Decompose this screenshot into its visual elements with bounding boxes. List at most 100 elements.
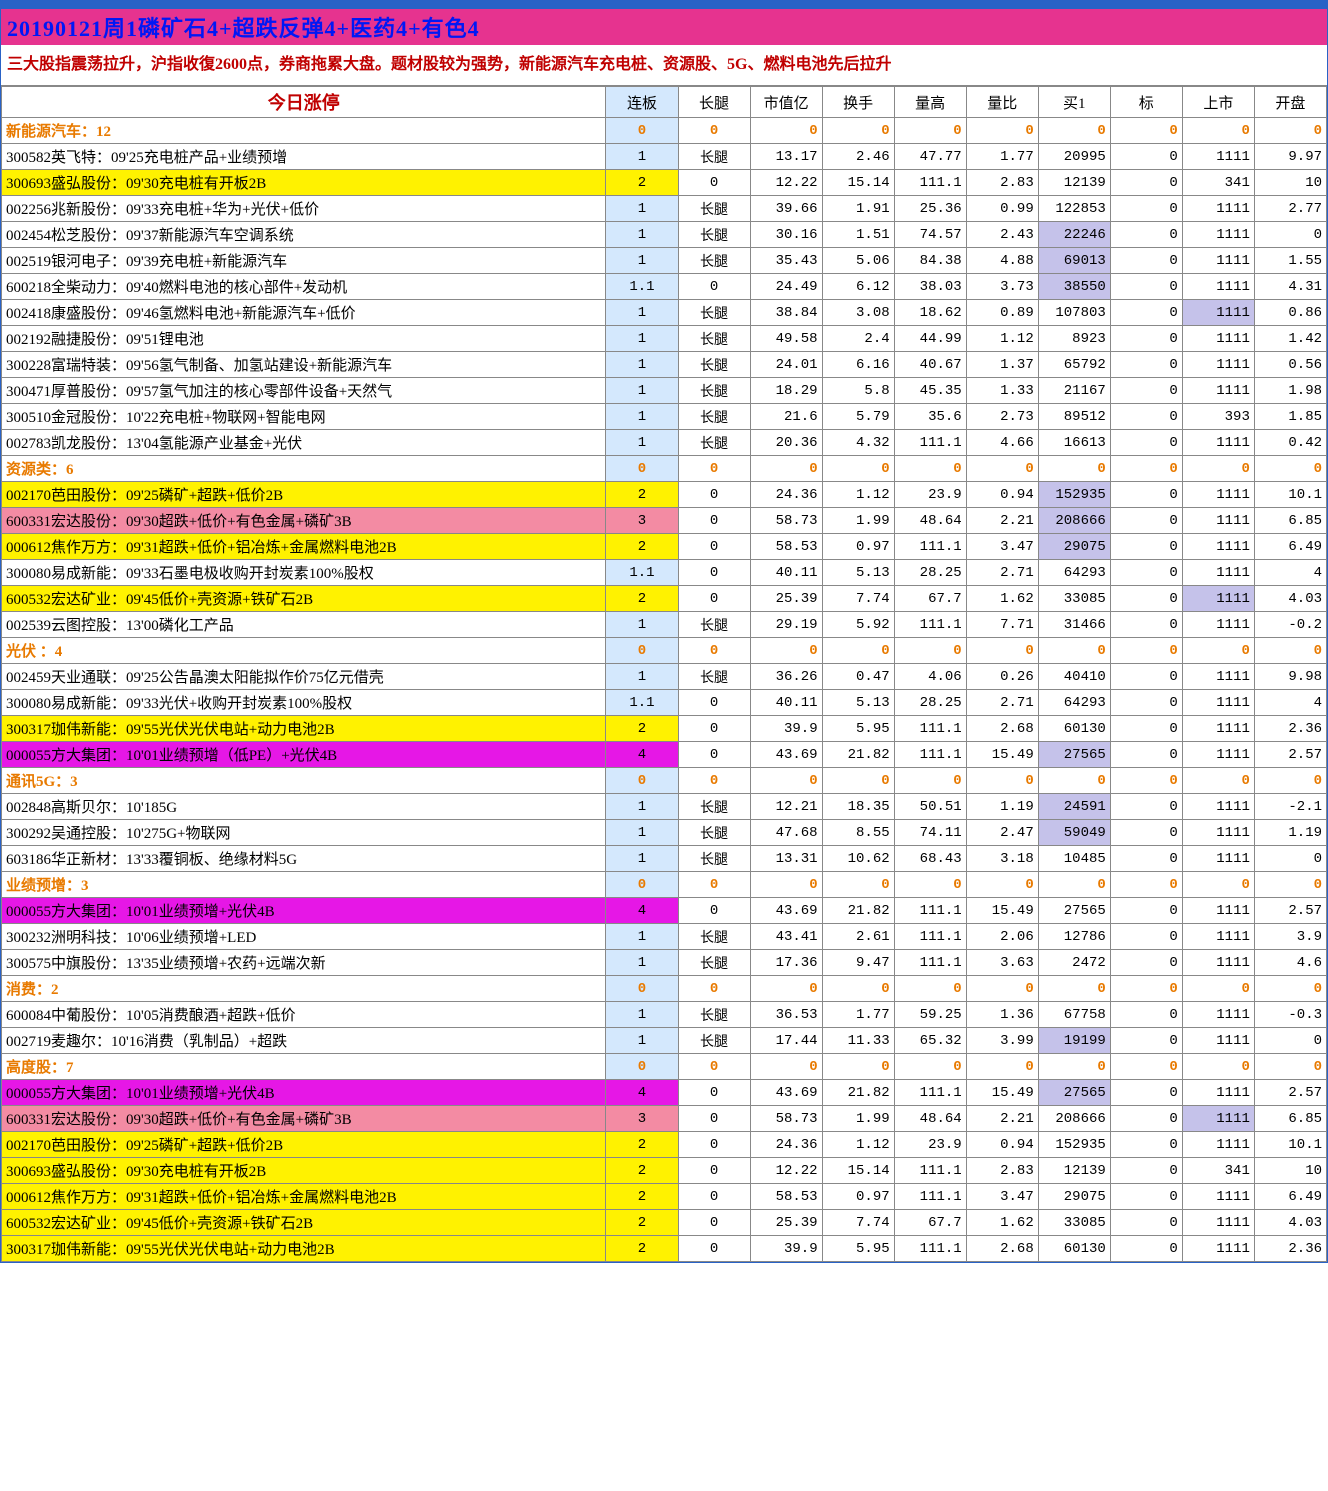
cell-changtui: 长腿 bbox=[678, 1028, 750, 1054]
cell-desc: 002256兆新股份：09'33充电桩+华为+光伏+低价 bbox=[2, 196, 606, 222]
cell-num: 3.9 bbox=[1254, 924, 1326, 950]
cell-num: 36.26 bbox=[750, 664, 822, 690]
cell-num: 2.21 bbox=[966, 508, 1038, 534]
cell-desc: 002454松芝股份：09'37新能源汽车空调系统 bbox=[2, 222, 606, 248]
cell-num: 47.77 bbox=[894, 144, 966, 170]
cell-num: 43.41 bbox=[750, 924, 822, 950]
cell-num: 3.99 bbox=[966, 1028, 1038, 1054]
cell-num: 8923 bbox=[1038, 326, 1110, 352]
cell-num: 0 bbox=[894, 976, 966, 1002]
cell-num: 1.77 bbox=[822, 1002, 894, 1028]
cell-num: 44.99 bbox=[894, 326, 966, 352]
cell-lianban: 0 bbox=[606, 1054, 678, 1080]
cell-desc: 300693盛弘股份：09'30充电桩有开板2B bbox=[2, 1158, 606, 1184]
cell-num: 12.22 bbox=[750, 170, 822, 196]
cell-changtui: 0 bbox=[678, 1210, 750, 1236]
table-row: 002848高斯贝尔：10'185G1长腿12.2118.3550.511.19… bbox=[2, 794, 1327, 820]
cell-num: 2.83 bbox=[966, 170, 1038, 196]
cell-num: 1.55 bbox=[1254, 248, 1326, 274]
cell-num: 0 bbox=[894, 872, 966, 898]
cell-num: 21167 bbox=[1038, 378, 1110, 404]
table-row: 高度股：70000000000 bbox=[2, 1054, 1327, 1080]
cell-num: 0 bbox=[1110, 170, 1182, 196]
cell-desc: 300693盛弘股份：09'30充电桩有开板2B bbox=[2, 170, 606, 196]
cell-changtui: 0 bbox=[678, 508, 750, 534]
table-row: 300228富瑞特装：09'56氢气制备、加氢站建设+新能源汽车1长腿24.01… bbox=[2, 352, 1327, 378]
cell-lianban: 2 bbox=[606, 1158, 678, 1184]
cell-num: 0 bbox=[822, 976, 894, 1002]
table-row: 002459天业通联：09'25公告晶澳太阳能拟作价75亿元借壳1长腿36.26… bbox=[2, 664, 1327, 690]
cell-desc: 通讯5G：3 bbox=[2, 768, 606, 794]
header-row: 今日涨停 连板 长腿 市值亿 换手 量高 量比 买1 标 上市 开盘 bbox=[2, 87, 1327, 118]
cell-num: 0 bbox=[1110, 274, 1182, 300]
cell-changtui: 长腿 bbox=[678, 196, 750, 222]
cell-lianban: 1 bbox=[606, 326, 678, 352]
table-row: 600331宏达股份：09'30超跌+低价+有色金属+磷矿3B3058.731.… bbox=[2, 508, 1327, 534]
cell-num: 18.35 bbox=[822, 794, 894, 820]
cell-changtui: 0 bbox=[678, 1054, 750, 1080]
cell-num: 15.49 bbox=[966, 742, 1038, 768]
cell-num: 17.36 bbox=[750, 950, 822, 976]
cell-num: 27565 bbox=[1038, 1080, 1110, 1106]
cell-changtui: 长腿 bbox=[678, 352, 750, 378]
cell-lianban: 1 bbox=[606, 352, 678, 378]
cell-num: 21.82 bbox=[822, 898, 894, 924]
cell-num: 64293 bbox=[1038, 690, 1110, 716]
cell-num: 1111 bbox=[1182, 378, 1254, 404]
cell-num: 11.33 bbox=[822, 1028, 894, 1054]
cell-num: 0 bbox=[1110, 1210, 1182, 1236]
cell-num: 0 bbox=[1110, 404, 1182, 430]
cell-num: 1111 bbox=[1182, 222, 1254, 248]
cell-num: 1111 bbox=[1182, 950, 1254, 976]
cell-desc: 300232洲明科技：10'06业绩预增+LED bbox=[2, 924, 606, 950]
cell-num: 0 bbox=[1182, 638, 1254, 664]
cell-desc: 300080易成新能：09'33光伏+收购开封炭素100%股权 bbox=[2, 690, 606, 716]
cell-num: 0 bbox=[1110, 560, 1182, 586]
cell-num: 341 bbox=[1182, 170, 1254, 196]
cell-num: 1111 bbox=[1182, 1028, 1254, 1054]
cell-num: 393 bbox=[1182, 404, 1254, 430]
table-row: 300292吴通控股：10'275G+物联网1长腿47.688.5574.112… bbox=[2, 820, 1327, 846]
cell-num: 1.85 bbox=[1254, 404, 1326, 430]
cell-num: 1.37 bbox=[966, 352, 1038, 378]
cell-num: 1.91 bbox=[822, 196, 894, 222]
col-mai1: 买1 bbox=[1038, 87, 1110, 118]
cell-num: 107803 bbox=[1038, 300, 1110, 326]
cell-lianban: 2 bbox=[606, 586, 678, 612]
cell-num: 2.57 bbox=[1254, 742, 1326, 768]
cell-num: 4.03 bbox=[1254, 1210, 1326, 1236]
cell-desc: 300317珈伟新能：09'55光伏光伏电站+动力电池2B bbox=[2, 716, 606, 742]
cell-desc: 002170芭田股份：09'25磷矿+超跌+低价2B bbox=[2, 1132, 606, 1158]
cell-num: 69013 bbox=[1038, 248, 1110, 274]
cell-num: 0 bbox=[1254, 872, 1326, 898]
cell-num: 59049 bbox=[1038, 820, 1110, 846]
cell-num: 4.88 bbox=[966, 248, 1038, 274]
cell-num: 8.55 bbox=[822, 820, 894, 846]
cell-num: 20995 bbox=[1038, 144, 1110, 170]
cell-changtui: 0 bbox=[678, 1132, 750, 1158]
cell-num: 1.98 bbox=[1254, 378, 1326, 404]
cell-num: 0.86 bbox=[1254, 300, 1326, 326]
cell-num: 1.99 bbox=[822, 508, 894, 534]
cell-num: 1.51 bbox=[822, 222, 894, 248]
cell-num: 2.21 bbox=[966, 1106, 1038, 1132]
cell-changtui: 0 bbox=[678, 976, 750, 1002]
cell-num: 45.35 bbox=[894, 378, 966, 404]
cell-desc: 603186华正新材：13'33覆铜板、绝缘材料5G bbox=[2, 846, 606, 872]
cell-num: 0 bbox=[1110, 352, 1182, 378]
table-row: 消费：20000000000 bbox=[2, 976, 1327, 1002]
cell-num: 0 bbox=[1038, 118, 1110, 144]
cell-num: 0 bbox=[822, 638, 894, 664]
cell-num: 208666 bbox=[1038, 1106, 1110, 1132]
cell-num: 24591 bbox=[1038, 794, 1110, 820]
cell-num: 68.43 bbox=[894, 846, 966, 872]
cell-num: 0 bbox=[1110, 1158, 1182, 1184]
cell-num: 21.82 bbox=[822, 1080, 894, 1106]
cell-num: 2.57 bbox=[1254, 1080, 1326, 1106]
cell-num: 0 bbox=[1110, 742, 1182, 768]
cell-desc: 资源类：6 bbox=[2, 456, 606, 482]
cell-num: 25.39 bbox=[750, 586, 822, 612]
cell-lianban: 2 bbox=[606, 534, 678, 560]
cell-changtui: 长腿 bbox=[678, 222, 750, 248]
table-row: 新能源汽车：120000000000 bbox=[2, 118, 1327, 144]
